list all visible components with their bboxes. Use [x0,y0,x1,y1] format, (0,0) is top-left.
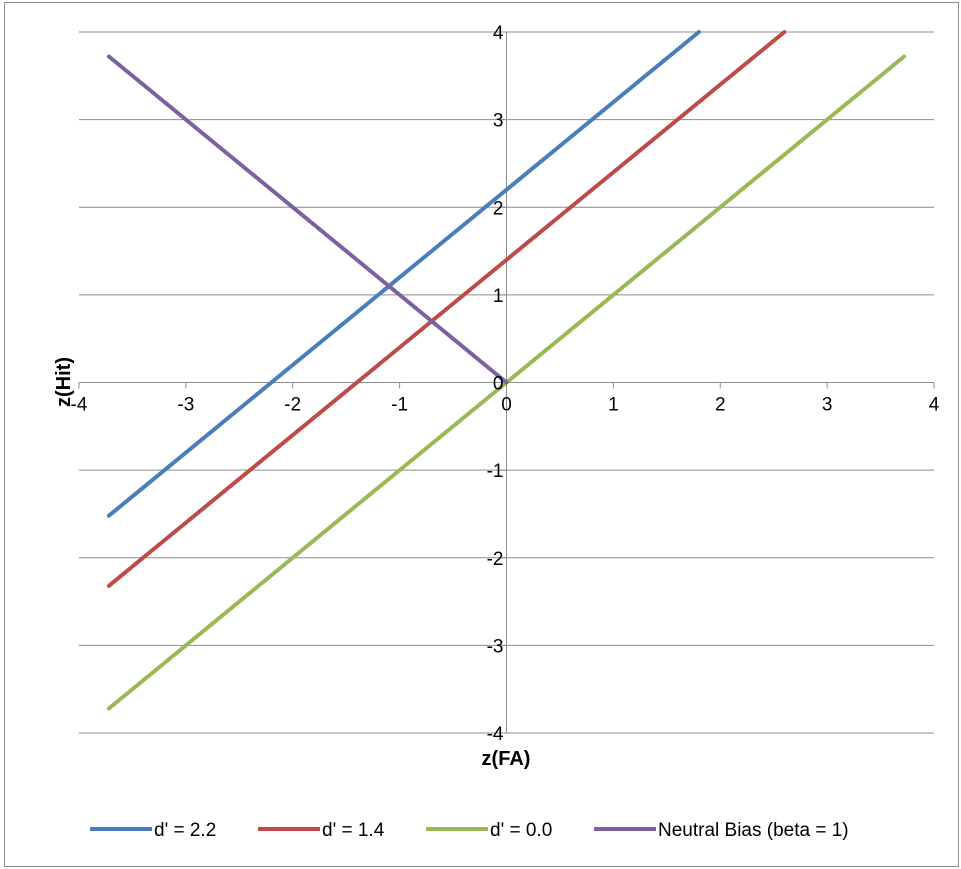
legend-label: Neutral Bias (beta = 1) [658,820,849,841]
legend-label: d' = 0.0 [490,820,552,841]
legend-item: d' = 0.0 [426,820,552,841]
chart-frame [4,2,959,867]
y-tick-label: -1 [487,461,504,482]
x-axis-title: z(FA) [482,748,531,770]
legend-label: d' = 2.2 [154,820,216,841]
y-tick-label: 1 [493,286,504,307]
x-tick-label: -1 [391,395,408,416]
legend-label: d' = 1.4 [322,820,385,841]
series-line [106,54,509,385]
y-tick-label: -4 [487,724,504,745]
series-lines [106,30,907,711]
x-tick-label: 2 [715,395,726,416]
y-tick-label: 3 [493,111,504,132]
x-tick-label: 0 [501,395,512,416]
y-axis-title: z(Hit) [53,357,75,407]
tick-labels: -4 -3 -2 -1 0 1 2 3 4 -4 -3 -2 -1 0 1 2 3 4 [71,23,940,745]
y-tick-label: -2 [487,549,504,570]
y-tick-label: 0 [493,374,504,395]
legend-item: Neutral Bias (beta = 1) [594,820,849,841]
x-tick-label: -2 [284,395,301,416]
y-tick-label: 2 [493,198,504,219]
legend-item: d' = 1.4 [258,820,385,841]
legend: d' = 2.2 d' = 1.4 d' = 0.0 Neutral Bias (be… [90,820,849,841]
x-tick-label: 3 [822,395,833,416]
series-line [106,30,787,588]
y-tick-label: -3 [487,636,504,657]
legend-item: d' = 2.2 [90,820,216,841]
x-tick-label: -3 [177,395,194,416]
series-line [106,30,701,518]
y-tick-label: 4 [493,23,504,44]
x-tick-label: 1 [608,395,619,416]
x-tick-label: 4 [929,395,940,416]
x-tick-label: -4 [71,395,88,416]
